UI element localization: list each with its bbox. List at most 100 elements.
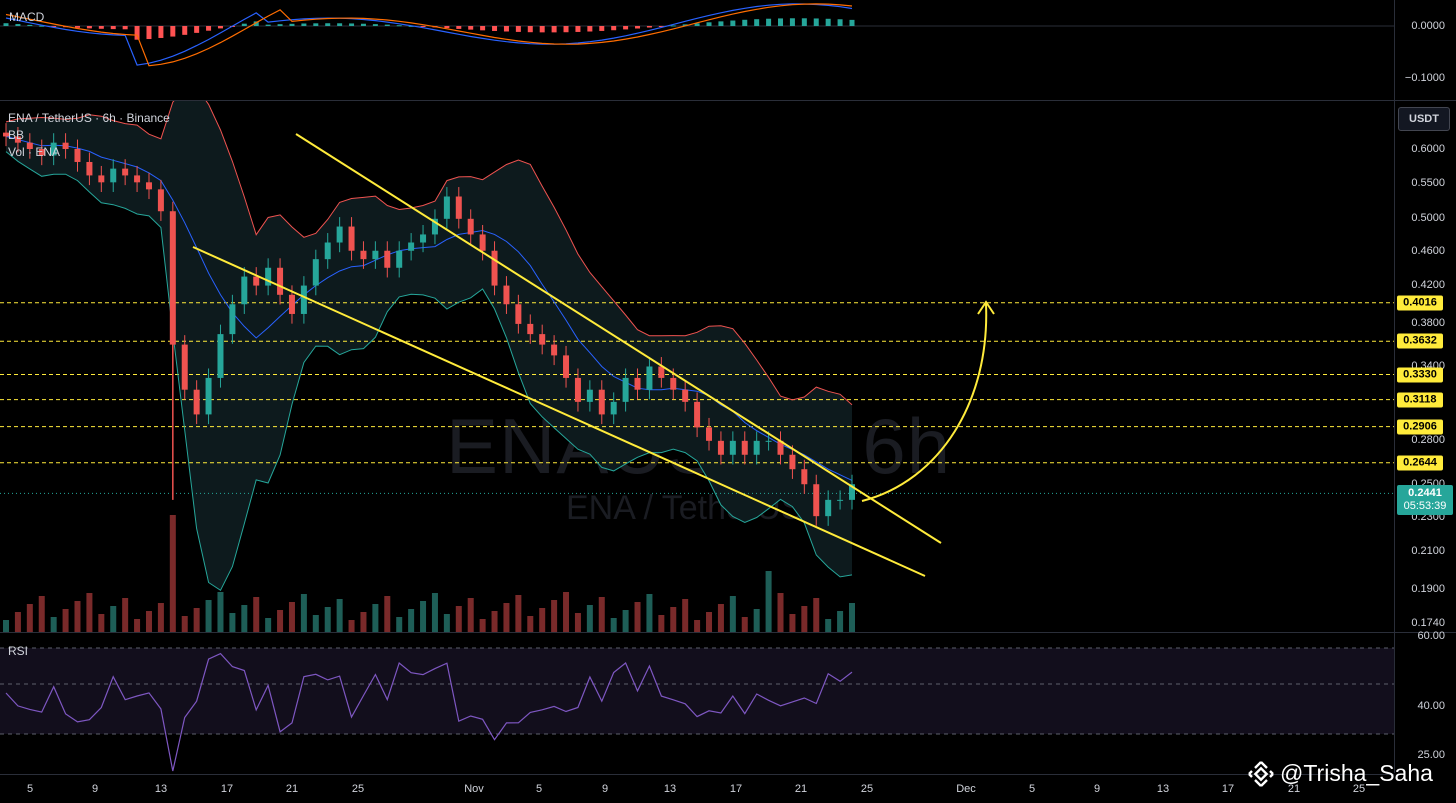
macd-pane[interactable]: MACD (0, 0, 1394, 100)
macd-histogram-bar (301, 23, 307, 26)
macd-histogram-bar (789, 18, 795, 26)
volume-label[interactable]: Vol · ENA (8, 145, 61, 159)
rsi-pane[interactable]: RSI (0, 633, 1394, 773)
candle-body (729, 440, 736, 455)
volume-bar (503, 603, 510, 632)
macd-histogram-bar (396, 25, 402, 27)
candle (849, 474, 855, 510)
candle-body (431, 218, 438, 235)
level-label[interactable]: 0.3118 (1397, 392, 1443, 408)
volume-bar (288, 602, 295, 632)
time-axis[interactable]: 5 9 13 17 21 25 Nov 5 9 13 17 21 25 Dec … (0, 774, 1394, 803)
volume-bar (229, 613, 236, 632)
candle (574, 368, 581, 412)
volume-bar (110, 606, 117, 632)
candle (682, 380, 689, 412)
pane-separator[interactable] (0, 632, 1456, 633)
candle (551, 335, 558, 366)
candle-body (551, 344, 558, 356)
volume-bar (694, 620, 701, 632)
candle (479, 224, 486, 261)
volume-bar (515, 595, 522, 632)
level-label[interactable]: 0.2906 (1397, 419, 1443, 435)
volume-bar (50, 617, 57, 632)
macd-histogram-bar (182, 26, 188, 35)
volume-bar (741, 617, 748, 632)
candle (241, 267, 248, 314)
price-axis-tick: 0.1900 (1411, 583, 1445, 595)
volume-bar (551, 600, 558, 632)
candle-body (300, 285, 307, 314)
macd-histogram-bar (503, 26, 509, 32)
macd-histogram-bar (372, 24, 378, 26)
volume-bar (479, 619, 486, 632)
candle-body (62, 142, 69, 149)
level-label[interactable]: 0.2644 (1397, 455, 1443, 471)
candle (336, 217, 343, 253)
time-axis-tick: 21 (285, 783, 299, 795)
macd-histogram-bar (337, 23, 343, 26)
volume-bar (312, 615, 319, 632)
price-axis-tick: 0.1740 (1411, 617, 1445, 629)
macd-histogram-bar (575, 26, 581, 32)
last-price-label[interactable]: 0.2441 05:53:39 (1397, 485, 1453, 515)
time-axis-tick: 21 (1287, 783, 1301, 795)
macd-histogram-bar (837, 19, 843, 26)
candle-body (813, 484, 820, 517)
candle-body (122, 168, 129, 176)
volume-bar (455, 606, 462, 632)
price-axis-tick: 0.4600 (1411, 245, 1445, 257)
volume-bar (205, 600, 212, 632)
candle-body (741, 440, 748, 455)
rsi-chart (0, 647, 1394, 772)
volume-bar (837, 611, 844, 632)
rsi-label[interactable]: RSI (8, 644, 29, 658)
time-axis-tick: 17 (220, 783, 234, 795)
bb-lower-line (5, 151, 853, 592)
candle (98, 165, 105, 193)
candle (777, 431, 784, 465)
volume-bar (467, 598, 474, 632)
volume-bar (574, 613, 581, 632)
candle (110, 159, 117, 193)
candle-body (420, 234, 427, 243)
candle-body (467, 218, 474, 235)
bollinger-band-fill (6, 101, 852, 591)
price-pane[interactable]: ENAUSDT, 6h ENA / TetherUS ENA / TetherU… (0, 101, 1394, 632)
level-label[interactable]: 0.3330 (1397, 367, 1443, 383)
candle-body (253, 276, 260, 286)
currency-unit-button[interactable]: USDT (1398, 107, 1450, 131)
chart-title[interactable]: ENA / TetherUS · 6h · Binance (8, 111, 170, 125)
macd-label[interactable]: MACD (9, 10, 45, 24)
candle-body (74, 149, 81, 162)
volume-bar (181, 616, 188, 632)
macd-histogram-bar (456, 26, 462, 29)
macd-axis-tick: 0.0000 (1411, 20, 1445, 32)
macd-histogram-bar (194, 26, 200, 33)
candle-body (539, 334, 546, 345)
volume-bar (86, 593, 93, 632)
time-axis-tick: 13 (1156, 783, 1170, 795)
candle-body (586, 389, 593, 402)
volume-bar (563, 592, 570, 632)
pane-separator[interactable] (0, 100, 1456, 101)
price-chart[interactable] (0, 101, 1394, 632)
candle-body (801, 469, 808, 485)
candle (563, 345, 570, 388)
level-label[interactable]: 0.4016 (1397, 295, 1443, 311)
price-axis-tick: 0.2100 (1411, 545, 1445, 557)
price-axis-tick: 0.4200 (1411, 279, 1445, 291)
macd-histogram-bar (563, 26, 569, 33)
macd-histogram-bar (325, 23, 331, 26)
candle (3, 123, 9, 147)
volume-bar (336, 599, 343, 632)
candle (598, 380, 605, 425)
candle-body (682, 389, 689, 402)
bb-label[interactable]: BB (8, 128, 25, 142)
candle (348, 217, 355, 261)
candle (539, 324, 546, 355)
candle-body (360, 250, 367, 260)
candle-body (753, 440, 760, 455)
candle-body (134, 175, 141, 183)
level-label[interactable]: 0.3632 (1397, 333, 1443, 349)
